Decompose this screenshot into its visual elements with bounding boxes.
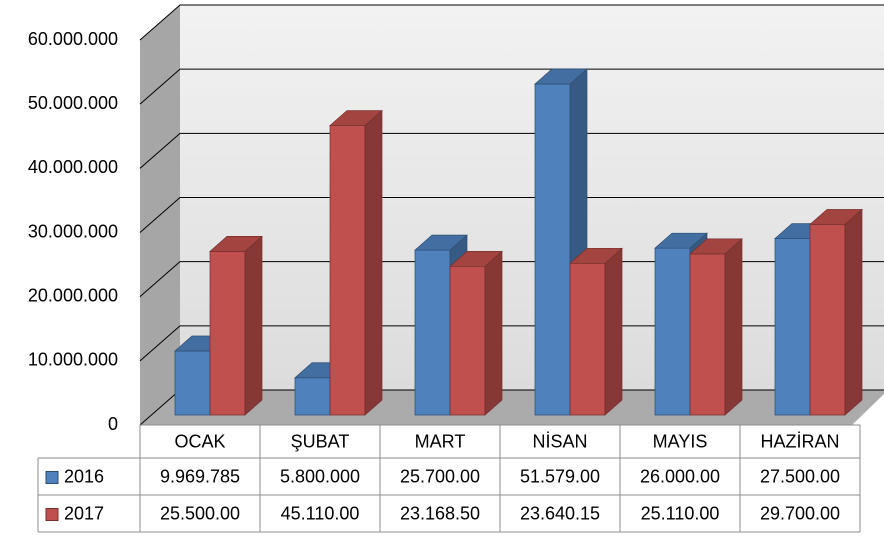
- grid-line: [139, 325, 884, 362]
- legend-key: [45, 508, 59, 521]
- bar-top: [449, 250, 503, 267]
- table-value: 25.700.00: [400, 466, 480, 486]
- x-tick-label: HAZİRAN: [760, 431, 839, 451]
- bar: [689, 238, 743, 416]
- bar: [569, 247, 623, 416]
- y-tick-label: 0: [108, 414, 118, 434]
- grid-line: [139, 68, 884, 105]
- bar-top: [689, 238, 743, 255]
- y-tick-label: 40.000.000: [28, 157, 118, 177]
- bar-front: [174, 350, 211, 416]
- bar-front: [654, 247, 691, 416]
- x-tick-label: MART: [415, 431, 466, 451]
- table-value: 25.110.00: [641, 503, 720, 523]
- bar-side: [604, 247, 623, 416]
- bar-front: [534, 83, 571, 416]
- x-tick-label: MAYIS: [653, 431, 708, 451]
- bar-side: [484, 250, 503, 416]
- bar-top: [414, 234, 468, 251]
- table-value: 23.640.15: [520, 503, 600, 523]
- bar-side: [844, 208, 863, 416]
- table-value: 51.579.00: [520, 466, 600, 486]
- table-value: 25.500.00: [160, 503, 240, 523]
- bar-front: [774, 238, 811, 416]
- bar-top: [329, 110, 383, 126]
- x-tick-label: ŞUBAT: [291, 431, 350, 451]
- legend-label: 2016: [64, 466, 104, 486]
- bar-top: [534, 68, 588, 85]
- bar-front: [569, 262, 606, 416]
- bar: [809, 208, 863, 416]
- bar: [449, 250, 503, 416]
- bar-front: [449, 265, 486, 416]
- table-value: 29.700.00: [760, 503, 840, 523]
- y-tick-label: 30.000.000: [28, 221, 118, 241]
- bar: [209, 235, 263, 416]
- legend-key: [45, 471, 59, 484]
- bar-front: [689, 253, 726, 416]
- y-tick-label: 20.000.000: [28, 285, 118, 305]
- bar-front: [329, 125, 366, 416]
- bar: [329, 109, 383, 416]
- table-value: 26.000.00: [640, 466, 720, 486]
- bar-front: [294, 377, 331, 416]
- table-value: 5.800.000: [280, 466, 360, 486]
- table-value: 9.969.785: [160, 466, 240, 486]
- bar-top: [809, 209, 863, 225]
- y-tick-label: 10.000.000: [28, 350, 118, 370]
- grid-line: [139, 4, 884, 41]
- bar-top: [569, 247, 623, 264]
- x-tick-label: OCAK: [174, 431, 225, 451]
- grid-line: [139, 132, 884, 169]
- legend-label: 2017: [64, 503, 104, 523]
- y-tick-label: 60.000.000: [28, 29, 118, 49]
- bar-front: [209, 251, 246, 416]
- bar-front: [414, 249, 451, 416]
- grid-line: [139, 261, 884, 298]
- y-tick-label: 50.000.000: [28, 93, 118, 113]
- bar-front: [809, 224, 846, 416]
- bar-side: [724, 238, 743, 416]
- bar-top: [209, 236, 263, 252]
- x-tick-label: NİSAN: [532, 431, 587, 451]
- bar-side: [244, 235, 263, 416]
- table-value: 27.500.00: [760, 466, 840, 486]
- table-value: 45.110.00: [281, 503, 360, 523]
- bar-side: [364, 109, 383, 416]
- grid-line: [139, 197, 884, 233]
- table-value: 23.168.50: [400, 503, 480, 523]
- bar-top: [654, 232, 708, 249]
